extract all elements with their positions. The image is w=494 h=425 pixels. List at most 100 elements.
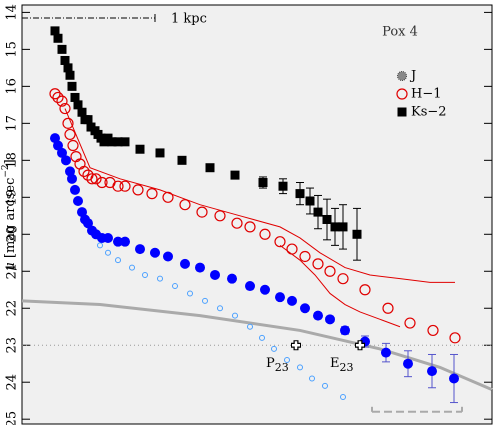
point: [67, 81, 77, 91]
point: [196, 206, 208, 218]
point: [286, 243, 298, 255]
small-point: [309, 375, 315, 382]
y-tick-label: 14: [5, 4, 20, 21]
point: [313, 310, 323, 321]
annotation: P23: [266, 356, 289, 375]
point: [299, 250, 311, 263]
small-point: [322, 382, 328, 389]
legend-label: H−1: [411, 87, 442, 102]
point: [64, 128, 76, 141]
point: [53, 140, 63, 151]
point: [62, 117, 74, 129]
y-label-close: ]: [3, 159, 18, 164]
point: [59, 102, 71, 115]
point: [260, 284, 270, 295]
point: [427, 366, 437, 377]
y-tick-label: 20: [5, 226, 20, 243]
point: [179, 199, 191, 211]
point: [259, 228, 271, 240]
plot-frame: [21, 4, 493, 425]
scale-bar-label: 1 kpc: [171, 11, 207, 26]
point: [96, 176, 108, 189]
small-point: [129, 264, 135, 271]
y-label-text: [mag arcsec: [3, 178, 18, 259]
small-point: [172, 283, 178, 290]
y-label-symbol: μ: [3, 262, 18, 270]
point: [135, 144, 145, 154]
point: [112, 180, 124, 192]
small-point: [259, 334, 265, 341]
point: [274, 236, 286, 248]
small-point: [202, 297, 208, 304]
point: [230, 170, 240, 180]
point: [177, 155, 187, 165]
point: [135, 244, 145, 255]
point: [83, 218, 93, 229]
small-point: [97, 242, 103, 249]
point: [132, 184, 144, 196]
point: [449, 332, 461, 344]
y-label-sup: −2: [1, 164, 11, 177]
point: [65, 70, 75, 80]
small-point: [115, 257, 121, 264]
point: [381, 347, 391, 358]
point: [322, 214, 332, 224]
point: [52, 91, 64, 104]
point: [86, 173, 98, 185]
small-point: [297, 364, 303, 371]
small-point: [232, 312, 238, 319]
point: [312, 258, 324, 270]
point: [231, 217, 243, 229]
point: [63, 63, 73, 73]
legend-marker: [397, 107, 407, 117]
point: [258, 178, 268, 188]
annotation-main: P: [266, 356, 275, 371]
point: [244, 221, 256, 233]
point: [340, 325, 350, 336]
point: [78, 165, 90, 178]
point: [67, 139, 79, 152]
point: [180, 258, 190, 269]
point: [83, 115, 93, 125]
point: [56, 95, 68, 107]
point: [330, 222, 340, 232]
point: [449, 373, 459, 384]
annotation-sub: 23: [275, 361, 289, 374]
small-point: [105, 249, 111, 256]
y-tick-label: 24: [5, 374, 20, 391]
point: [70, 92, 80, 102]
model-line: [64, 108, 455, 283]
point: [427, 324, 439, 337]
y-tick-label: 15: [5, 41, 20, 58]
annotation-marker: [356, 341, 364, 350]
annotation-sub: 23: [340, 361, 354, 374]
legend-label: J: [409, 69, 416, 84]
point: [295, 189, 305, 199]
point: [107, 137, 117, 147]
point: [90, 173, 102, 185]
point: [67, 173, 77, 184]
small-point: [142, 271, 148, 278]
small-point: [284, 357, 290, 364]
point: [404, 317, 416, 329]
point: [57, 44, 67, 54]
y-tick-label: 25: [5, 411, 20, 425]
point: [338, 222, 348, 232]
point: [120, 137, 130, 147]
point: [155, 148, 165, 158]
model-line: [21, 299, 493, 391]
small-point: [187, 290, 193, 297]
point: [146, 188, 158, 200]
annotation-marker: [292, 341, 300, 350]
point: [73, 100, 83, 110]
point: [49, 88, 61, 100]
point: [305, 196, 315, 206]
model-line: [279, 244, 401, 328]
point: [324, 265, 336, 277]
small-point: [271, 345, 277, 352]
point: [382, 302, 394, 314]
point: [337, 273, 349, 285]
chart-title: Pox 4: [382, 25, 418, 40]
point: [60, 55, 70, 65]
point: [352, 229, 362, 239]
